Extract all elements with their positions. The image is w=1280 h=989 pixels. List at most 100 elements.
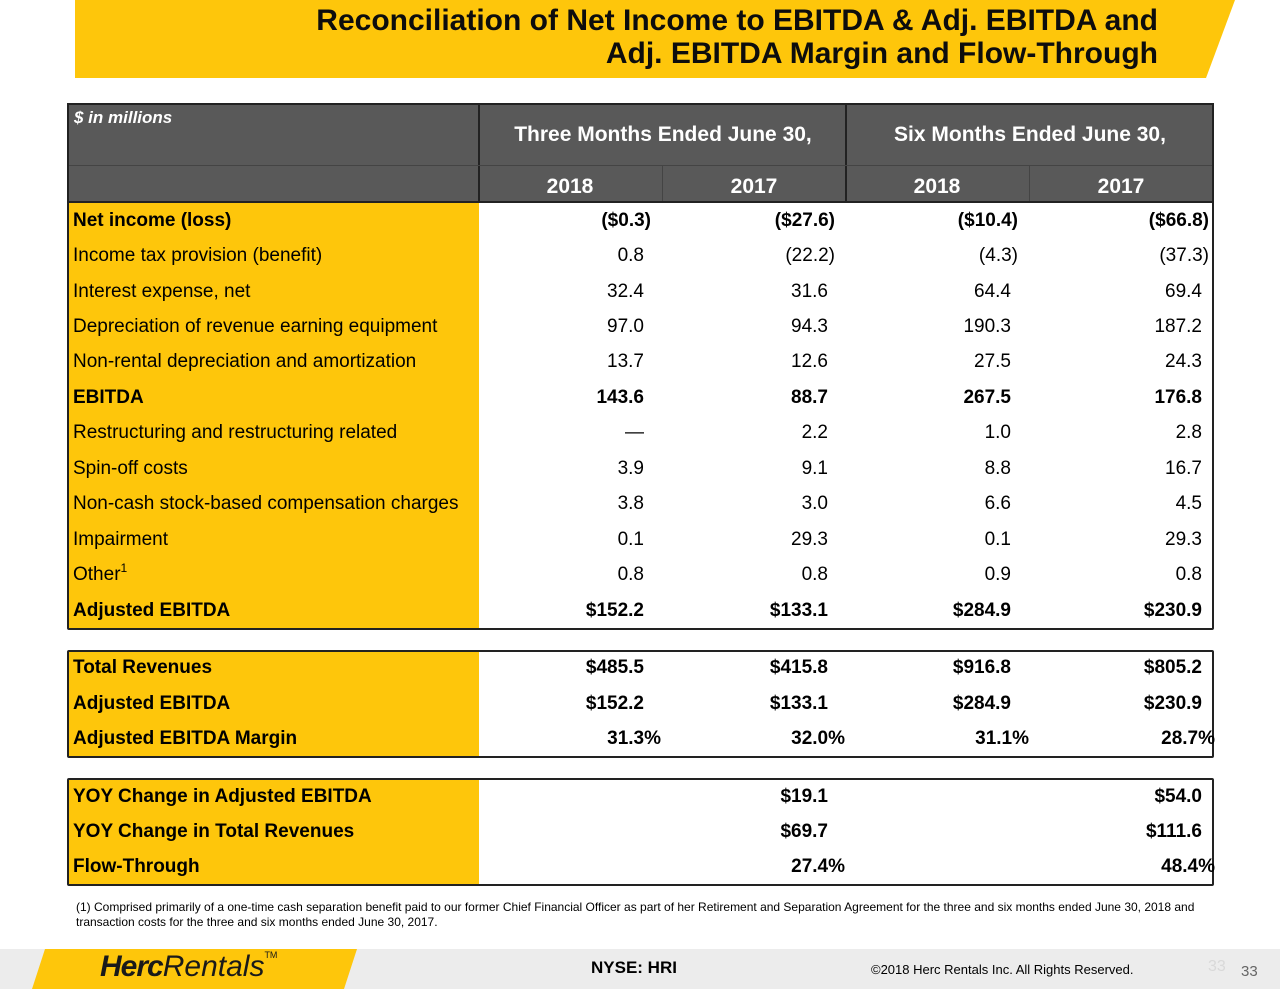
copyright: ©2018 Herc Rentals Inc. All Rights Reser… xyxy=(871,962,1134,977)
cell-value: 0.8 xyxy=(801,564,828,585)
row-label: Non-cash stock-based compensation charge… xyxy=(73,493,459,514)
cell-value: 0.1 xyxy=(617,529,644,550)
cell-value: 27.4% xyxy=(791,856,845,877)
header-divider xyxy=(1029,166,1030,201)
cell-value: $916.8 xyxy=(952,657,1011,678)
table-header: $ in millions Three Months Ended June 30… xyxy=(67,103,1214,203)
year-header: 2018 xyxy=(913,175,961,198)
cell-value: 143.6 xyxy=(596,387,644,408)
cell-value: $133.1 xyxy=(769,600,828,621)
cell-value: 88.7 xyxy=(791,387,828,408)
table-row: Net income (loss) ($0.3) ($27.6) ($10.4)… xyxy=(68,203,1214,238)
flow-through-table xyxy=(67,778,1214,886)
page-title: Reconciliation of Net Income to EBITDA &… xyxy=(316,4,1158,70)
ghost-page-number: 33 xyxy=(1208,958,1226,975)
cell-value: (22.2) xyxy=(785,245,835,266)
cell-value: 13.7 xyxy=(607,351,644,372)
cell-value: ($27.6) xyxy=(774,210,835,231)
cell-value: 97.0 xyxy=(607,316,644,337)
row-label: YOY Change in Adjusted EBITDA xyxy=(73,786,372,807)
row-label: Adjusted EBITDA Margin xyxy=(73,728,298,749)
cell-value: 64.4 xyxy=(974,281,1011,302)
header-divider xyxy=(845,105,847,201)
cell-value: 0.1 xyxy=(984,529,1011,550)
label-column xyxy=(68,652,479,757)
row-label: Restructuring and restructuring related xyxy=(73,422,398,443)
herc-rentals-logo: HercRentalsTM xyxy=(100,950,277,984)
cell-value: 4.5 xyxy=(1175,493,1202,514)
cell-value: 3.0 xyxy=(801,493,828,514)
table-row: Spin-off costs 3.9 9.1 8.8 16.7 xyxy=(68,451,1214,486)
cell-value: 69.4 xyxy=(1165,281,1202,302)
row-label: EBITDA xyxy=(73,387,144,408)
cell-value: (4.3) xyxy=(978,245,1018,266)
cell-value: $230.9 xyxy=(1143,693,1202,714)
cell-value: $54.0 xyxy=(1154,786,1202,807)
logo-trademark: TM xyxy=(264,950,278,960)
table-row: Adjusted EBITDA $152.2 $133.1 $284.9 $23… xyxy=(68,686,1214,721)
year-header: 2018 xyxy=(546,175,594,198)
cell-value: 0.8 xyxy=(1175,564,1202,585)
row-label: Flow-Through xyxy=(73,856,200,877)
cell-value: 32.4 xyxy=(607,281,644,302)
cell-value: 9.1 xyxy=(801,458,828,479)
cell-value: 1.0 xyxy=(984,422,1011,443)
row-label: Adjusted EBITDA xyxy=(73,600,231,621)
cell-value: 16.7 xyxy=(1165,458,1202,479)
header-divider xyxy=(478,105,480,201)
cell-value: 31.3% xyxy=(607,728,661,749)
cell-value: 31.6 xyxy=(791,281,828,302)
row-label: Impairment xyxy=(73,529,169,550)
title-line-1: Reconciliation of Net Income to EBITDA &… xyxy=(316,4,1158,37)
cell-value: — xyxy=(625,422,644,443)
table-row: Other1 0.8 0.8 0.9 0.8 xyxy=(68,557,1214,592)
row-label: Other1 xyxy=(73,557,127,592)
cell-value: $415.8 xyxy=(769,657,828,678)
table-row: Income tax provision (benefit) 0.8 (22.2… xyxy=(68,238,1214,273)
cell-value: 0.8 xyxy=(617,245,644,266)
cell-value: $284.9 xyxy=(952,600,1011,621)
cell-value: (37.3) xyxy=(1159,245,1209,266)
cell-value: 187.2 xyxy=(1154,316,1202,337)
table-row: EBITDA 143.6 88.7 267.5 176.8 xyxy=(68,380,1214,415)
row-label-text: Other xyxy=(73,564,121,585)
cell-value: $230.9 xyxy=(1143,600,1202,621)
cell-value: $111.6 xyxy=(1145,821,1202,842)
year-header: 2017 xyxy=(1097,175,1145,198)
table-row: Non-cash stock-based compensation charge… xyxy=(68,486,1214,521)
cell-value: 48.4% xyxy=(1161,856,1215,877)
label-column xyxy=(68,203,479,628)
table-row: Total Revenues $485.5 $415.8 $916.8 $805… xyxy=(68,650,1214,685)
cell-value: 24.3 xyxy=(1165,351,1202,372)
table-row: Non-rental depreciation and amortization… xyxy=(68,344,1214,379)
page-number: 33 xyxy=(1241,963,1258,980)
cell-value: 0.8 xyxy=(617,564,644,585)
cell-value: 8.8 xyxy=(984,458,1011,479)
footer-logo-band xyxy=(32,949,357,989)
row-label: Total Revenues xyxy=(73,657,213,678)
period-six-months: Six Months Ended June 30, xyxy=(894,123,1166,146)
cell-value: $485.5 xyxy=(585,657,644,678)
cell-value: 176.8 xyxy=(1154,387,1202,408)
footnote-marker: 1 xyxy=(120,561,128,575)
margin-table xyxy=(67,650,1214,758)
cell-value: $69.7 xyxy=(780,821,828,842)
logo-herc: Herc xyxy=(100,950,164,983)
footnote: (1) Comprised primarily of a one-time ca… xyxy=(76,900,1195,929)
cell-value: $284.9 xyxy=(952,693,1011,714)
cell-value: 12.6 xyxy=(791,351,828,372)
unit-label: $ in millions xyxy=(74,108,173,127)
cell-value: 29.3 xyxy=(791,529,828,550)
row-label: Adjusted EBITDA xyxy=(73,693,231,714)
row-label: Depreciation of revenue earning equipmen… xyxy=(73,316,438,337)
cell-value: 3.8 xyxy=(617,493,644,514)
cell-value: $19.1 xyxy=(780,786,828,807)
logo-rentals: Rentals xyxy=(162,950,265,983)
label-column xyxy=(68,780,479,884)
row-label: Interest expense, net xyxy=(73,281,251,302)
row-label: Spin-off costs xyxy=(73,458,188,479)
title-banner xyxy=(75,0,1235,78)
period-three-months: Three Months Ended June 30, xyxy=(514,123,812,146)
cell-value: 29.3 xyxy=(1165,529,1202,550)
cell-value: 2.2 xyxy=(801,422,828,443)
